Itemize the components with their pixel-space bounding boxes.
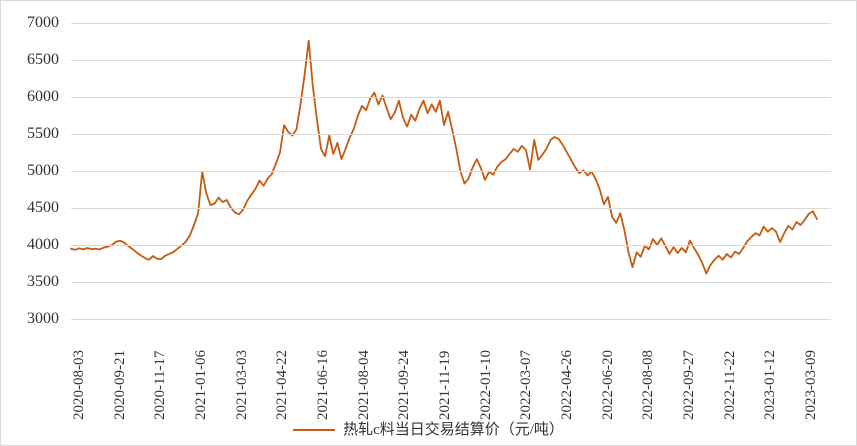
x-axis-tick-label: 2023-01-12: [762, 350, 779, 420]
y-axis-tick-label: 3500: [27, 273, 59, 290]
x-axis-tick-label: 2020-08-03: [71, 350, 87, 420]
gridline-6500: [71, 60, 831, 61]
y-axis-tick-label: 6000: [27, 88, 59, 105]
y-axis-tick-label: 3000: [27, 310, 59, 327]
x-axis-tick-label: 2022-11-22: [721, 350, 738, 420]
x-axis-tick-label: 2023-03-09: [803, 350, 819, 420]
gridline-3000: [71, 319, 831, 320]
legend: 热轧c料当日交易结算价（元/吨）: [1, 421, 856, 439]
gridline-3500: [71, 282, 831, 283]
plot-area: [70, 23, 831, 320]
x-axis-tick-label: 2021-08-04: [355, 350, 372, 420]
legend-series-label: 热轧c料当日交易结算价（元/吨）: [343, 422, 564, 438]
x-axis-tick-label: 2021-04-22: [274, 350, 291, 420]
gridline-4500: [71, 208, 831, 209]
y-axis-tick-label: 4500: [27, 199, 59, 216]
y-axis-tick-label: 6500: [27, 51, 59, 68]
x-axis-tick-label: 2021-11-19: [437, 350, 453, 420]
x-axis-tick-label: 2022-09-27: [681, 350, 697, 420]
x-axis-tick-label: 2022-06-20: [599, 350, 616, 420]
y-axis-tick-label: 7000: [27, 14, 59, 31]
x-axis-tick-label: 2021-09-24: [396, 350, 413, 420]
gridline-5000: [71, 171, 831, 172]
x-axis-tick-label: 2021-01-06: [193, 350, 209, 420]
y-axis-tick-label: 5000: [27, 162, 59, 179]
gridline-4000: [71, 245, 831, 246]
gridline-6000: [71, 97, 831, 98]
legend-line-marker: [293, 429, 336, 431]
x-axis-tick-label: 2021-03-03: [233, 350, 250, 420]
y-axis-tick-label: 5500: [27, 125, 59, 142]
x-axis-tick-label: 2022-08-08: [640, 350, 657, 420]
price-series-line: [70, 39, 818, 275]
x-axis-tick-label: 2020-11-17: [152, 350, 169, 420]
gridline-5500: [71, 134, 831, 135]
x-axis-tick-label: 2022-03-07: [518, 350, 535, 420]
x-axis-tick-label: 2022-04-26: [559, 350, 575, 420]
gridline-7000: [71, 23, 831, 24]
x-axis-tick-label: 2022-01-10: [477, 350, 494, 420]
x-axis-tick-label: 2021-06-16: [315, 350, 331, 420]
x-axis-tick-label: 2020-09-21: [111, 350, 128, 420]
y-axis-tick-label: 4000: [27, 236, 59, 253]
